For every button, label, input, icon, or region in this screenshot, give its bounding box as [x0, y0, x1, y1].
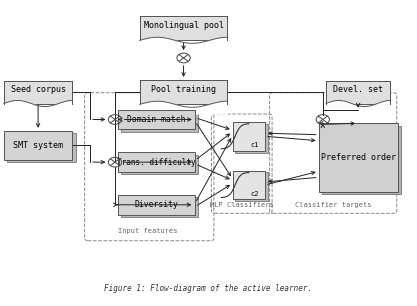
Text: Seed corpus: Seed corpus	[10, 84, 65, 94]
Text: Classifier targets: Classifier targets	[295, 202, 372, 208]
FancyBboxPatch shape	[118, 110, 195, 129]
Polygon shape	[326, 81, 390, 103]
Text: MLP Classifiers: MLP Classifiers	[210, 202, 274, 208]
Text: Figure 1: Flow-diagram of the active learner.: Figure 1: Flow-diagram of the active lea…	[104, 284, 313, 293]
Text: SMT system: SMT system	[13, 141, 63, 150]
Polygon shape	[140, 80, 227, 104]
FancyBboxPatch shape	[118, 152, 195, 172]
Text: Diversity: Diversity	[135, 200, 178, 209]
FancyBboxPatch shape	[4, 131, 73, 160]
Text: Devel. set: Devel. set	[333, 84, 383, 94]
Text: c1: c1	[250, 142, 259, 148]
Text: Monolingual pool: Monolingual pool	[143, 21, 224, 30]
Polygon shape	[4, 81, 73, 103]
Text: Trans. difficulty: Trans. difficulty	[117, 158, 196, 167]
Text: Input features: Input features	[118, 228, 178, 234]
FancyBboxPatch shape	[235, 124, 268, 153]
FancyBboxPatch shape	[121, 112, 198, 132]
Text: Preferred order: Preferred order	[321, 153, 396, 162]
Text: Pool training: Pool training	[151, 84, 216, 94]
FancyBboxPatch shape	[7, 133, 76, 162]
FancyBboxPatch shape	[121, 155, 198, 174]
FancyBboxPatch shape	[235, 172, 268, 201]
FancyBboxPatch shape	[233, 170, 265, 200]
Polygon shape	[140, 16, 227, 40]
FancyBboxPatch shape	[233, 122, 265, 151]
FancyBboxPatch shape	[121, 197, 198, 217]
Text: Domain match: Domain match	[127, 115, 186, 124]
Text: c2: c2	[250, 191, 259, 197]
FancyBboxPatch shape	[322, 126, 401, 194]
FancyBboxPatch shape	[319, 123, 397, 192]
FancyBboxPatch shape	[118, 195, 195, 215]
